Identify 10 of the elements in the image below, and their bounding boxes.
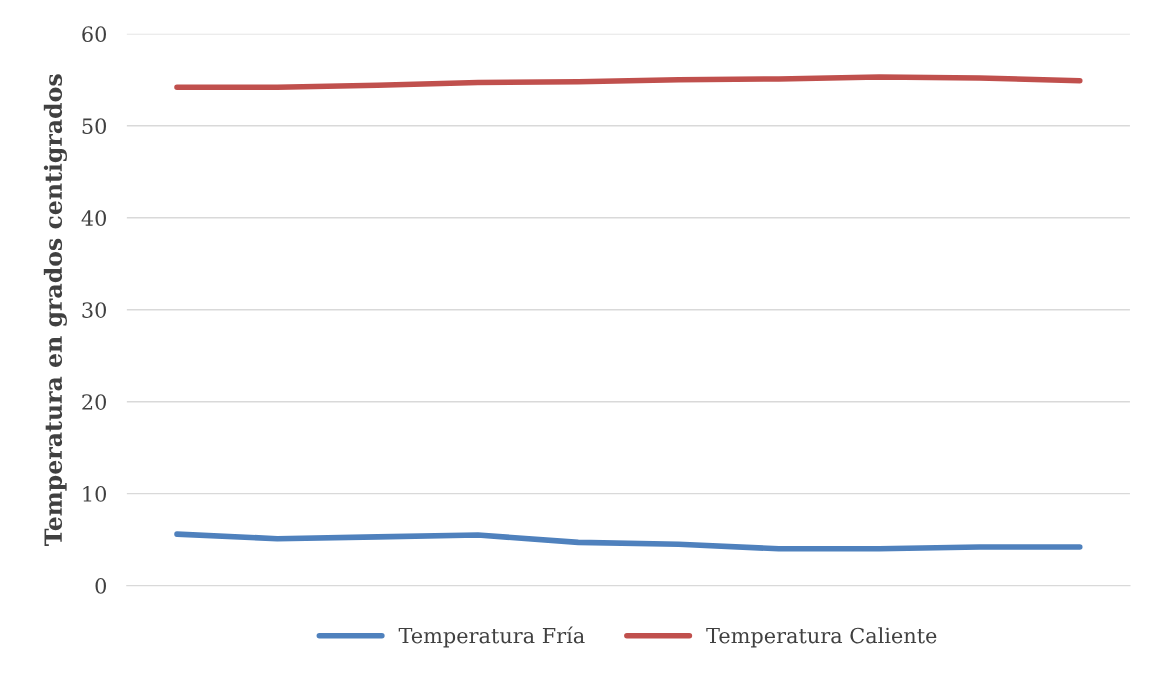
y-tick-label: 50 xyxy=(82,118,106,135)
legend-label: Temperatura Caliente xyxy=(706,627,937,648)
y-tick-label: 60 xyxy=(82,26,106,43)
legend-label: Temperatura Fría xyxy=(398,626,585,648)
y-tick-label: 20 xyxy=(82,394,106,410)
y-axis-title: Temperatura en grados centigrados xyxy=(43,74,67,546)
y-tick-label: 30 xyxy=(82,302,106,318)
y-tick-label: 40 xyxy=(81,210,106,226)
y-tick-label: 10 xyxy=(83,486,106,502)
y-tick-label: 0 xyxy=(95,578,106,594)
